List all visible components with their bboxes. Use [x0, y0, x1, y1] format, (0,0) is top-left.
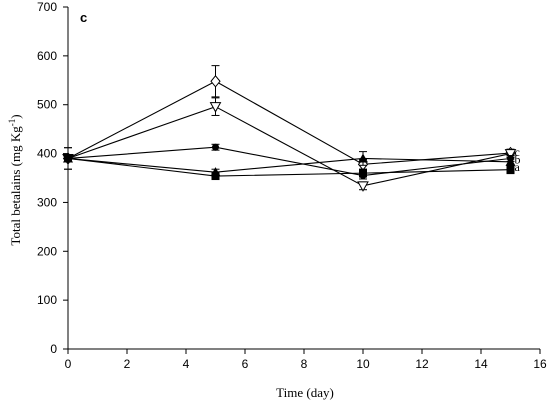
- x-tick-label: 12: [415, 357, 429, 371]
- data-point-square: [64, 154, 72, 163]
- x-tick-label: 0: [65, 357, 72, 371]
- x-tick-label: 2: [124, 357, 131, 371]
- y-axis-title-main: Total betalains (mg Kg: [8, 126, 23, 246]
- y-tick-label: 300: [37, 195, 57, 209]
- data-point-triangle-up: [358, 153, 368, 163]
- y-tick-label: 700: [37, 0, 57, 14]
- significance-letter: c: [515, 145, 520, 159]
- x-tick-label: 10: [356, 357, 370, 371]
- series-line: [67, 106, 511, 187]
- panel-label: c: [80, 10, 87, 25]
- series-5: [64, 154, 515, 181]
- axes: [67, 7, 540, 350]
- significance-letter: b: [515, 152, 521, 166]
- series-line: [67, 157, 511, 177]
- series-layer: [62, 65, 517, 192]
- tick-marks: 0 100 200 300 400 500 600 700 0 2 4 6 8 10 12 14 16: [37, 0, 547, 371]
- series-line: [67, 80, 511, 165]
- data-point-circle: [212, 143, 219, 151]
- x-tick-label: 4: [183, 357, 190, 371]
- y-tick-label: 0: [50, 342, 57, 356]
- series-line: [67, 157, 511, 173]
- data-point-triangle-up: [505, 156, 516, 166]
- y-axis-title-superscript: -1: [7, 119, 17, 127]
- data-point-square: [506, 165, 515, 174]
- series-line: [67, 146, 511, 177]
- y-tick-label: 500: [37, 98, 57, 112]
- x-axis-title: Time (day): [276, 385, 334, 400]
- significance-letter: a: [515, 160, 521, 174]
- x-tick-label: 16: [533, 357, 547, 371]
- y-tick-label: 400: [37, 147, 57, 161]
- data-point-triangle-down: [209, 102, 222, 113]
- data-point-square: [359, 169, 367, 178]
- data-point-square: [211, 172, 220, 181]
- y-tick-label: 100: [37, 293, 57, 307]
- data-point-triangle-down: [504, 149, 517, 160]
- x-tick-label: 8: [301, 357, 308, 371]
- data-point-triangle-down: [357, 181, 369, 192]
- x-tick-label: 14: [474, 357, 488, 371]
- series-4: [63, 151, 516, 177]
- y-axis-title: Total betalains (mg Kg-1): [7, 114, 23, 245]
- data-point-diamond: [210, 74, 221, 88]
- labels-layer: cba: [515, 145, 521, 174]
- series-3: [64, 143, 515, 180]
- x-tick-label: 6: [242, 357, 249, 371]
- y-tick-label: 200: [37, 244, 57, 258]
- series-2: [62, 97, 517, 192]
- y-axis-title-close: ): [8, 114, 23, 118]
- y-tick-label: 600: [37, 49, 57, 63]
